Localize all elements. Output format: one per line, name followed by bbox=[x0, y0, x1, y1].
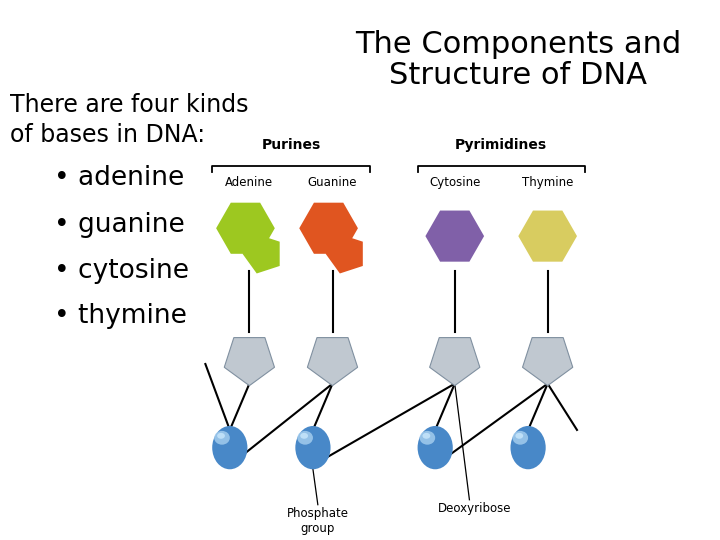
Text: • cytosine: • cytosine bbox=[54, 258, 189, 284]
Ellipse shape bbox=[295, 426, 330, 469]
Ellipse shape bbox=[516, 433, 523, 439]
Ellipse shape bbox=[510, 426, 546, 469]
Ellipse shape bbox=[212, 426, 248, 469]
Polygon shape bbox=[243, 234, 279, 273]
Polygon shape bbox=[224, 338, 274, 386]
Text: Guanine: Guanine bbox=[307, 176, 357, 189]
Ellipse shape bbox=[300, 433, 308, 439]
Ellipse shape bbox=[418, 426, 453, 469]
Text: • guanine: • guanine bbox=[54, 212, 184, 238]
Text: of bases in DNA:: of bases in DNA: bbox=[10, 123, 205, 147]
Ellipse shape bbox=[214, 431, 230, 444]
Text: Structure of DNA: Structure of DNA bbox=[390, 61, 647, 90]
Ellipse shape bbox=[513, 431, 528, 444]
Text: The Components and: The Components and bbox=[355, 30, 681, 58]
Ellipse shape bbox=[217, 433, 225, 439]
Ellipse shape bbox=[423, 433, 431, 439]
Ellipse shape bbox=[297, 431, 313, 444]
Polygon shape bbox=[216, 202, 275, 254]
Text: Pyrimidines: Pyrimidines bbox=[455, 138, 547, 152]
Polygon shape bbox=[300, 202, 358, 254]
Polygon shape bbox=[325, 234, 363, 273]
Text: There are four kinds: There are four kinds bbox=[10, 93, 248, 118]
Polygon shape bbox=[523, 338, 573, 386]
Text: Adenine: Adenine bbox=[225, 176, 274, 189]
Polygon shape bbox=[430, 338, 480, 386]
Text: Thymine: Thymine bbox=[522, 176, 573, 189]
Polygon shape bbox=[426, 211, 484, 262]
Polygon shape bbox=[307, 338, 358, 386]
Text: Cytosine: Cytosine bbox=[429, 176, 480, 189]
Text: Phosphate
group: Phosphate group bbox=[287, 507, 348, 535]
Text: Deoxyribose: Deoxyribose bbox=[438, 502, 511, 515]
Text: • thymine: • thymine bbox=[54, 303, 186, 329]
Text: • adenine: • adenine bbox=[54, 165, 184, 191]
Ellipse shape bbox=[420, 431, 435, 444]
Text: Purines: Purines bbox=[261, 138, 320, 152]
Polygon shape bbox=[518, 211, 577, 262]
